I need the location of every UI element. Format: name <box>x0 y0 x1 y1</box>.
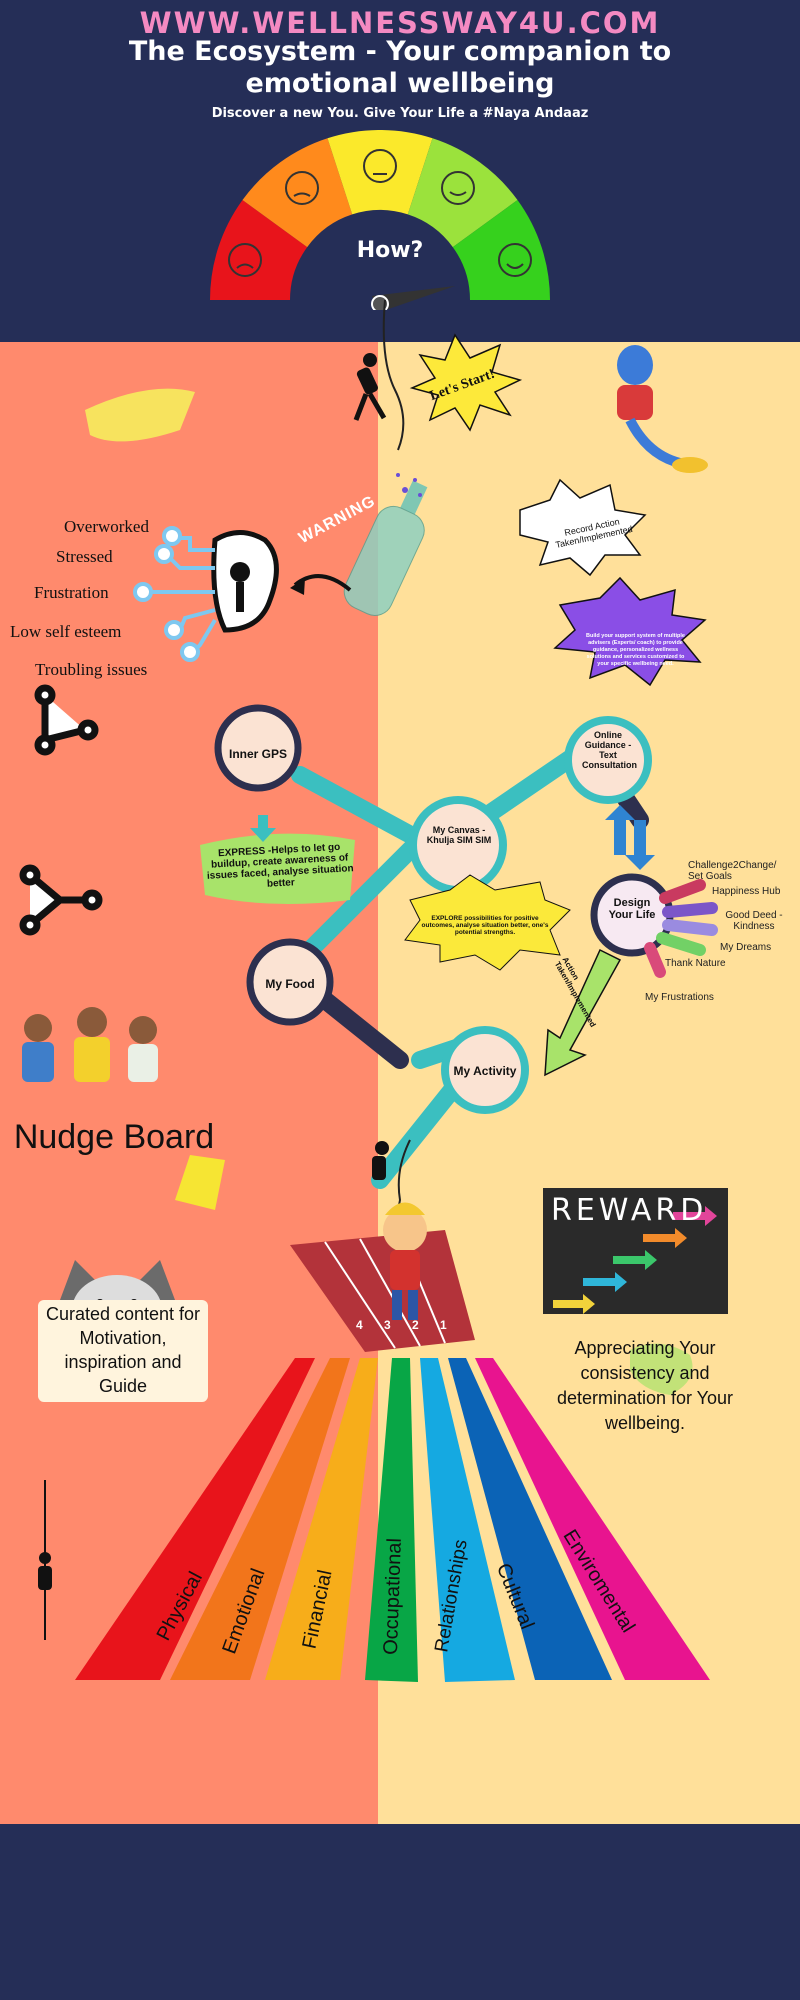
dimension-bar-relationships <box>420 1358 515 1682</box>
node-circles <box>214 704 674 1114</box>
lane-number: 1 <box>440 1318 447 1332</box>
hand-fingers <box>644 879 718 978</box>
dimension-occupational[interactable]: Occupational <box>379 1537 406 1656</box>
smile-face-icon <box>441 171 475 205</box>
design-item-happiness-hub[interactable]: Happiness Hub <box>712 886 781 897</box>
inner-gps-node[interactable]: Inner GPS <box>228 747 287 761</box>
climber2-icon <box>372 1141 389 1180</box>
mood-gauge <box>210 130 550 310</box>
design-item-thank-nature[interactable]: Thank Nature <box>665 958 726 969</box>
neutral-face-icon <box>363 149 397 183</box>
circuit-lines <box>150 536 217 652</box>
reward-word: REWARD <box>551 1193 708 1228</box>
my-canvas-node[interactable]: My Canvas - Khulja SIM SIM <box>426 825 492 845</box>
yellow-flag <box>175 1155 225 1210</box>
activity-circle <box>441 1026 529 1114</box>
issue-stressed: Stressed <box>56 547 113 566</box>
dimension-bar-financial <box>265 1358 378 1680</box>
support-system-burst <box>553 576 707 687</box>
decorations-layer <box>19 300 718 1682</box>
brain-head-icon <box>211 530 279 633</box>
dimension-bar-cultural <box>448 1358 612 1680</box>
climber-icon <box>353 353 387 421</box>
lane-number: 4 <box>356 1318 363 1332</box>
footer-band <box>0 1824 800 2000</box>
online-guidance-node[interactable]: Online Guidance -Text Consultation <box>582 730 637 770</box>
gauge-segment-lightgreen <box>407 138 518 248</box>
reward-board: REWARD <box>543 1188 728 1314</box>
paint-stroke <box>85 388 195 442</box>
fork-icons <box>19 684 103 936</box>
down-arrow-icon <box>250 815 276 842</box>
inner-gps-circle <box>214 704 302 792</box>
online-guidance-circle <box>564 716 652 804</box>
genie-icon <box>617 345 708 473</box>
dimension-bar-enviromental <box>475 1358 710 1680</box>
gauge-segment-yellow <box>327 130 433 215</box>
support-system-label: Build your support system of multiple ad… <box>585 633 685 667</box>
running-track <box>290 1230 475 1352</box>
design-item-frustrations[interactable]: My Frustrations <box>645 992 714 1003</box>
gauge-needle <box>372 286 455 310</box>
tagline: Discover a new You. Give Your Life a #Na… <box>211 106 589 121</box>
dimension-fan <box>75 1358 710 1682</box>
canvas-circle <box>409 796 507 894</box>
nudge-board-title[interactable]: Nudge Board <box>13 1118 215 1156</box>
rappeller-icon <box>38 1480 52 1640</box>
record-action-burst <box>519 478 647 577</box>
gauge-segment-orange <box>242 138 353 248</box>
issue-low-self-esteem: Low self esteem <box>10 622 122 641</box>
frown-face-icon <box>285 171 319 205</box>
my-activity-node[interactable]: My Activity <box>453 1064 517 1078</box>
reward-stairs-icon <box>553 1206 717 1314</box>
design-item-dreams[interactable]: My Dreams <box>720 942 772 953</box>
dimension-bar-occupational <box>365 1358 418 1682</box>
lane-number: 2 <box>412 1318 419 1332</box>
swap-arrows-icon <box>605 805 655 870</box>
happy-face-icon <box>498 243 532 277</box>
design-item-goals[interactable]: Challenge2Change/ Set Goals <box>688 860 777 882</box>
my-food-node[interactable]: My Food <box>265 977 315 991</box>
issue-frustration: Frustration <box>34 583 109 602</box>
site-url[interactable]: WWW.WELLNESSWAY4U.COM <box>139 6 661 40</box>
bottle-icon <box>343 480 428 616</box>
green-arrow-icon <box>544 948 622 1077</box>
issue-troubling: Troubling issues <box>35 660 148 679</box>
gauge-label: How? <box>356 238 424 263</box>
explore-note: EXPLORE possibilities for positive outco… <box>421 915 549 936</box>
dimension-bar-physical <box>75 1358 315 1680</box>
dimension-bar-emotional <box>170 1358 350 1680</box>
appreciation-text: Appreciating Your consistency and determ… <box>556 1338 734 1433</box>
express-note: EXPRESS -Helps to let go buildup, create… <box>206 841 354 890</box>
issue-overworked: Overworked <box>64 517 149 536</box>
rope <box>382 300 405 451</box>
design-item-good-deed[interactable]: Good Deed - Kindness <box>725 910 783 932</box>
boy-icon <box>383 1202 427 1320</box>
sad-face-icon <box>228 243 262 277</box>
food-circle <box>246 938 334 1026</box>
curated-content-card: Curated content for Motivation, inspirat… <box>38 1300 208 1402</box>
explore-burst <box>404 874 571 971</box>
kids-icon <box>22 1007 158 1082</box>
lets-start-burst <box>409 333 523 432</box>
page-title: The Ecosystem - Your companion to emotio… <box>128 36 672 99</box>
design-life-node[interactable]: Design Your Life <box>608 897 656 921</box>
express-paint <box>200 833 355 904</box>
sparkles-icon <box>396 473 422 497</box>
lane-number: 3 <box>384 1318 391 1332</box>
